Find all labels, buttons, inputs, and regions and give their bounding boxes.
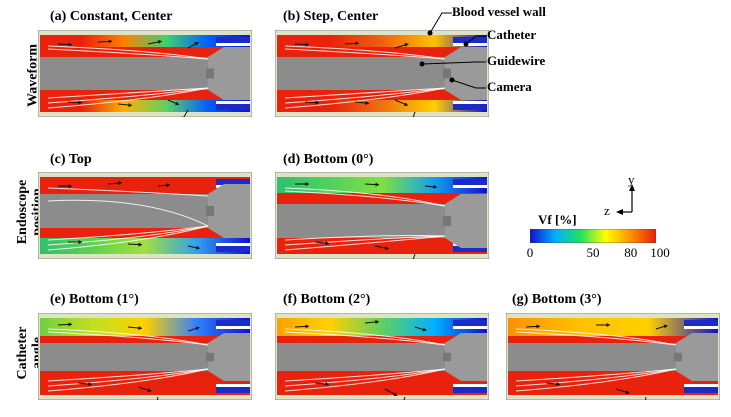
flow-panel-c xyxy=(38,172,252,259)
colorbar-tick-100: 100 xyxy=(650,245,670,260)
panel-label-f: (f) Bottom (2°) xyxy=(283,292,371,307)
leader-dot-camera xyxy=(449,77,455,83)
flow-panel-f xyxy=(275,313,489,400)
leader-guidewire xyxy=(421,61,486,65)
colorbar-title: Vf [%] xyxy=(538,212,577,227)
colorbar-tick-80: 80 xyxy=(624,245,638,260)
leader-dot-catheter xyxy=(463,41,469,47)
leader-dot-wall xyxy=(427,30,433,36)
colorbar-gradient xyxy=(530,229,656,243)
y-arrowhead xyxy=(629,184,635,191)
z-arrowhead xyxy=(616,209,623,215)
callout-camera: Camera xyxy=(487,79,532,94)
panel-label-g: (g) Bottom (3°) xyxy=(512,292,602,307)
leader-camera xyxy=(451,79,486,89)
flow-panel-b xyxy=(275,30,489,117)
colorbar-tick-50: 50 xyxy=(586,245,600,260)
axis-indicator xyxy=(616,184,635,215)
flow-panel-g xyxy=(506,313,720,400)
callout-catheter: Catheter xyxy=(487,27,537,42)
panel-label-e: (e) Bottom (1°) xyxy=(50,292,139,307)
colorbar-tick-0: 0 xyxy=(526,245,534,260)
axis-label-z: z xyxy=(604,203,610,218)
panel-label-b: (b) Step, Center xyxy=(283,9,379,24)
flow-panel-d xyxy=(275,172,489,259)
flow-panel-e xyxy=(38,313,252,400)
flow-panel-a xyxy=(38,30,252,117)
axis-label-y: y xyxy=(628,172,635,187)
colorbar xyxy=(530,229,656,243)
panel-label-c: (c) Top xyxy=(50,152,92,167)
leader-wall xyxy=(429,12,452,34)
callout-blood-vessel-wall: Blood vessel wall xyxy=(452,4,546,19)
panel-label-d: (d) Bottom (0°) xyxy=(283,152,374,167)
callout-guidewire: Guidewire xyxy=(487,53,546,68)
leader-dot-guidewire xyxy=(419,61,425,67)
leader-catheter xyxy=(465,35,486,45)
panel-label-a: (a) Constant, Center xyxy=(50,9,173,24)
